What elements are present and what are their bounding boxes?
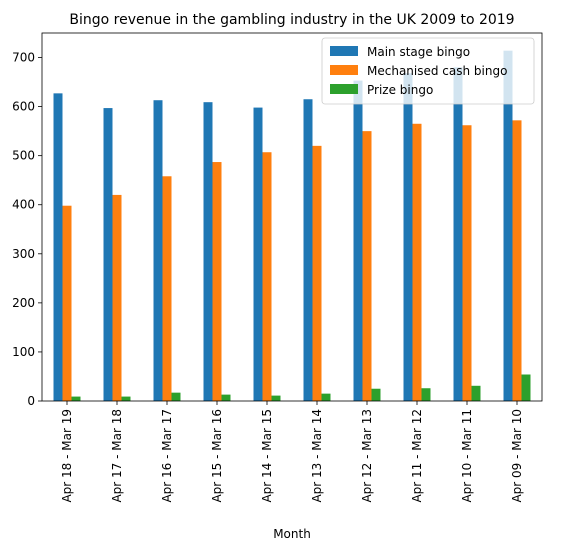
bar [221, 394, 231, 401]
bar [121, 396, 131, 401]
bar [112, 194, 122, 401]
bar [362, 131, 372, 401]
bar [503, 50, 513, 401]
legend-swatch [330, 65, 358, 75]
bar [321, 393, 331, 401]
bar [153, 100, 163, 401]
bar [521, 374, 531, 401]
y-tick-label: 200 [12, 296, 35, 310]
x-tick-label: Apr 10 - Mar 11 [460, 409, 474, 503]
y-tick-label: 300 [12, 247, 35, 261]
bar [462, 125, 472, 401]
bar [453, 67, 463, 401]
y-tick-label: 500 [12, 149, 35, 163]
bar [471, 385, 481, 401]
bar [421, 388, 431, 401]
legend-label: Main stage bingo [367, 45, 470, 59]
legend-swatch [330, 84, 358, 94]
x-tick-label: Apr 12 - Mar 13 [360, 409, 374, 503]
x-tick-label: Apr 11 - Mar 12 [410, 409, 424, 503]
bar [403, 73, 413, 401]
bar [512, 120, 522, 401]
legend: Main stage bingo Mechanised cash bingo Pri… [321, 37, 535, 105]
legend-label: Mechanised cash bingo [367, 64, 507, 78]
chart-title: Bingo revenue in the gambling industry i… [69, 12, 514, 28]
bar [212, 162, 222, 401]
y-tick-label: 0 [27, 394, 35, 408]
bar [53, 93, 63, 402]
x-tick-label: Apr 18 - Mar 19 [60, 409, 74, 503]
y-tick-label: 700 [12, 51, 35, 65]
bar [262, 152, 272, 401]
bar [271, 395, 281, 401]
y-tick-label: 100 [12, 345, 35, 359]
x-tick-label: Apr 16 - Mar 17 [160, 409, 174, 503]
x-tick-label: Apr 14 - Mar 15 [260, 409, 274, 503]
legend-box [321, 37, 535, 105]
bar [62, 205, 72, 401]
bar [203, 102, 213, 402]
bar [103, 108, 113, 402]
bar [412, 123, 422, 402]
bar [371, 388, 381, 401]
bar [253, 107, 263, 402]
bar [171, 392, 181, 401]
x-tick-label: Apr 09 - Mar 10 [510, 409, 524, 503]
y-tick-label: 600 [12, 100, 35, 114]
x-tick-label: Apr 13 - Mar 14 [310, 409, 324, 503]
x-tick-label: Apr 15 - Mar 16 [210, 409, 224, 503]
bar [162, 176, 172, 401]
bar [353, 80, 363, 401]
x-axis-label: Month [273, 527, 311, 541]
legend-label: Prize bingo [367, 83, 433, 97]
y-tick-label: 400 [12, 198, 35, 212]
plot-area: 0 100 200 300 400 500 600 700 Apr 18 - Mar 19 Apr… [12, 32, 543, 503]
plot-frame [41, 32, 543, 402]
bar [303, 99, 313, 402]
bar [312, 145, 322, 401]
x-tick-label: Apr 17 - Mar 18 [110, 409, 124, 503]
legend-swatch [330, 46, 358, 56]
bar [71, 396, 81, 401]
